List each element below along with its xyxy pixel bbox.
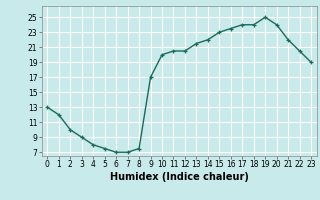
- X-axis label: Humidex (Indice chaleur): Humidex (Indice chaleur): [110, 172, 249, 182]
